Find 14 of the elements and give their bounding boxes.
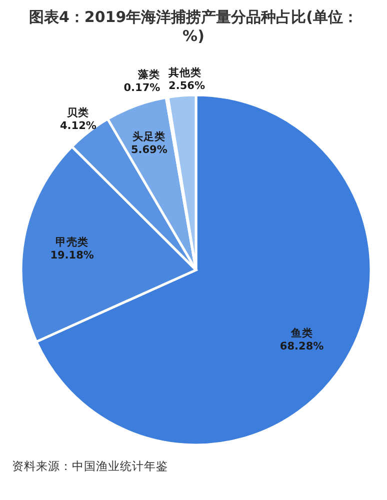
data-label: 0.17% xyxy=(124,82,161,94)
data-label: 68.28% xyxy=(280,340,324,352)
chart-title: 图表4：2019年海洋捕捞产量分品种占比(单位：%) xyxy=(28,8,358,45)
slice-label: 藻类 xyxy=(137,68,160,82)
slice-label: 头足类 xyxy=(132,130,166,143)
slice-label: 其他类 xyxy=(168,66,202,80)
slice-label: 甲壳类 xyxy=(56,235,89,248)
slice-label: 鱼类 xyxy=(290,326,313,340)
data-label: 19.18% xyxy=(50,249,94,262)
text: 资料来源：中国渔业统计年鉴 xyxy=(12,459,168,473)
data-label: 5.69% xyxy=(130,144,168,156)
data-label: 2.56% xyxy=(168,80,206,92)
slice-label: 贝类 xyxy=(66,106,90,119)
data-label: 4.12% xyxy=(60,120,97,132)
